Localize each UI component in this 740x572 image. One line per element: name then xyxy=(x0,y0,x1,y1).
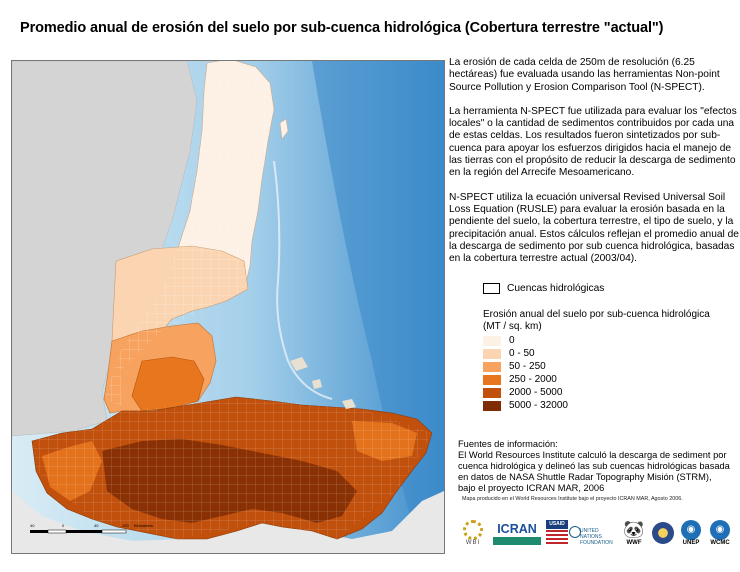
legend-item: 50 - 250 xyxy=(483,360,568,373)
legend-swatch xyxy=(483,387,501,398)
icran-text: ICRAN xyxy=(497,522,537,536)
scale-tick-4: 120 xyxy=(122,523,129,528)
basin-swatch xyxy=(483,283,500,294)
legend-label: 2000 - 5000 xyxy=(509,387,563,398)
cay-2 xyxy=(312,379,322,389)
description-p2: La herramienta N-SPECT fue utilizada par… xyxy=(449,105,737,179)
map-title: Promedio anual de erosión del suelo por … xyxy=(20,20,664,36)
legend-item: 250 - 2000 xyxy=(483,373,568,386)
description: La erosión de cada celda de 250m de reso… xyxy=(449,57,740,277)
seal-icon xyxy=(652,522,674,544)
legend-item: 0 - 50 xyxy=(483,347,568,360)
legend-swatch xyxy=(483,400,501,411)
map-svg: 40 0 40 120 Kilometers xyxy=(12,61,444,553)
wbi-text: WBI xyxy=(465,540,481,546)
scale-bar: 40 0 40 120 Kilometers xyxy=(30,523,153,534)
sources: Fuentes de información: El World Resourc… xyxy=(458,439,733,494)
legend-item: 5000 - 32000 xyxy=(483,399,568,412)
description-p1: La erosión de cada celda de 250m de reso… xyxy=(449,57,720,93)
legend-swatch xyxy=(483,361,501,372)
legend-label: 0 - 50 xyxy=(509,348,535,359)
logo-strip: WBI ICRAN USAID UNITED NATIONS FOUNDATIO… xyxy=(458,520,740,554)
wcmc-logo: ◉ WCMC xyxy=(706,520,734,547)
sources-heading: Fuentes de información: xyxy=(458,439,558,449)
legend-swatch xyxy=(483,348,501,359)
legend-label: 5000 - 32000 xyxy=(509,400,568,411)
scale-unit: Kilometers xyxy=(134,523,153,528)
usaid-text: USAID xyxy=(546,520,568,529)
scale-tick-1: 40 xyxy=(30,523,35,528)
wwf-logo: 🐼 WWF xyxy=(622,520,646,547)
usaid-logo: USAID xyxy=(546,520,568,544)
subbasin-grid-south xyxy=(32,397,432,539)
scale-tick-2: 0 xyxy=(62,523,65,528)
sources-line: cuenca hidrológica y delineó las sub cue… xyxy=(458,461,730,471)
map-credit: Mapa producido en el World Resources Ins… xyxy=(462,496,683,502)
legend-basin: Cuencas hidrológicas xyxy=(483,283,604,294)
unep-globe-icon: ◉ xyxy=(681,520,701,540)
unf-logo: UNITED NATIONS FOUNDATION xyxy=(569,526,614,546)
legend-item: 0 xyxy=(483,334,568,347)
unep-logo: ◉ UNEP xyxy=(677,520,705,547)
unf-globe-icon xyxy=(569,526,581,538)
usaid-flag-icon xyxy=(546,530,568,544)
sources-line: bajo el proyecto ICRAN MAR, 2006 xyxy=(458,483,605,493)
subbasin-grid-north xyxy=(104,63,274,406)
wcmc-globe-icon: ◉ xyxy=(710,520,730,540)
icran-wave-icon xyxy=(493,537,541,545)
legend-swatch xyxy=(483,335,501,346)
sources-line: El World Resources Institute calculó la … xyxy=(458,450,727,460)
scale-tick-3: 40 xyxy=(94,523,99,528)
legend-title: Erosión anual del suelo por sub-cuenca h… xyxy=(483,309,710,332)
legend-items: 0 0 - 50 50 - 250 250 - 2000 2000 - 5000… xyxy=(483,334,568,412)
wbi-ring-icon xyxy=(463,520,483,540)
legend-swatch xyxy=(483,374,501,385)
unep-text: UNEP xyxy=(682,540,700,546)
sources-line: en datos de NASA Shuttle Radar Topograph… xyxy=(458,472,712,482)
seal-logo xyxy=(651,522,675,544)
reef-line xyxy=(273,160,333,400)
wcmc-text: WCMC xyxy=(710,540,730,546)
cay-3 xyxy=(342,399,356,409)
cay-1 xyxy=(290,357,308,371)
map-frame[interactable]: 40 0 40 120 Kilometers xyxy=(11,60,445,554)
wwf-text: WWF xyxy=(626,540,642,546)
legend-label: 250 - 2000 xyxy=(509,374,557,385)
island-cozumel xyxy=(279,118,289,140)
basin-label: Cuencas hidrológicas xyxy=(507,283,605,294)
legend-label: 0 xyxy=(509,335,515,346)
description-p3: N-SPECT utiliza la ecuación universal Re… xyxy=(449,191,739,265)
panda-icon: 🐼 xyxy=(623,520,645,539)
icran-logo: ICRAN xyxy=(493,523,541,545)
unf-text: UNITED NATIONS FOUNDATION xyxy=(580,528,613,546)
wbi-logo: WBI xyxy=(458,520,488,547)
legend-item: 2000 - 5000 xyxy=(483,386,568,399)
legend-label: 50 - 250 xyxy=(509,361,546,372)
